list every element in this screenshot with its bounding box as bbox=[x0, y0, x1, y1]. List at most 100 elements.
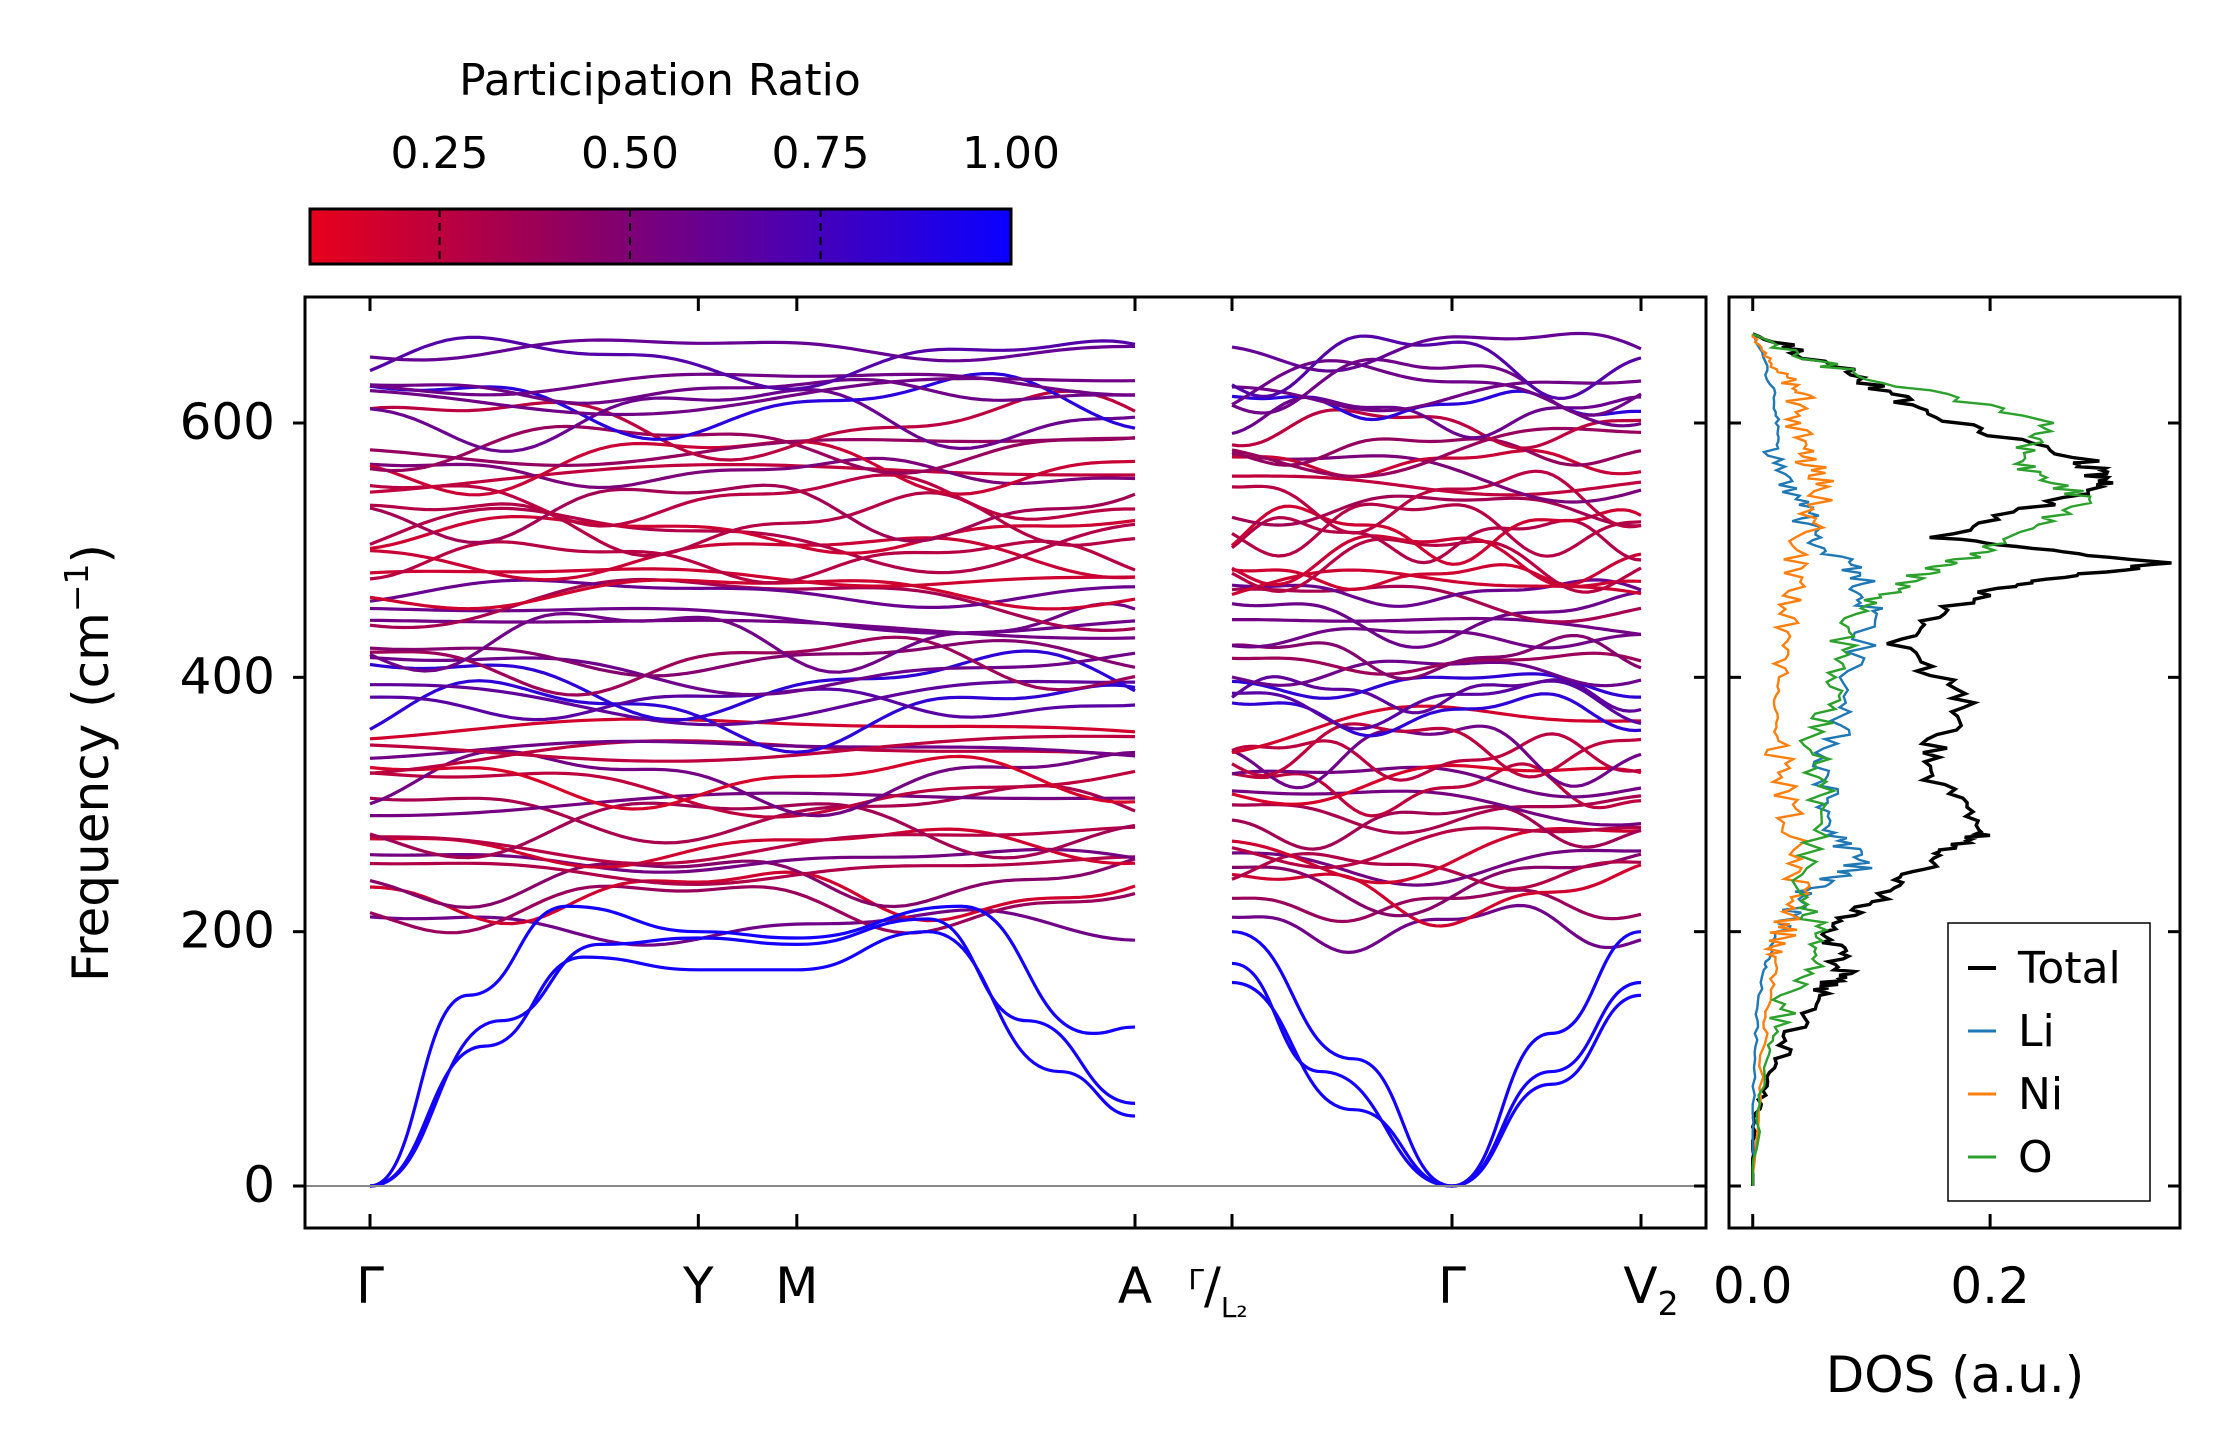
optical-band bbox=[1231, 408, 1642, 450]
y-tick-label: 0 bbox=[243, 1156, 275, 1214]
optical-band bbox=[369, 335, 1136, 391]
optical-band bbox=[369, 514, 1136, 555]
legend-label-ni: Ni bbox=[2018, 1069, 2063, 1120]
optical-band bbox=[369, 536, 1136, 582]
acoustic-branch bbox=[369, 930, 1136, 1188]
dos-x-label: DOS (a.u.) bbox=[1826, 1346, 2085, 1404]
optical-band bbox=[1231, 789, 1642, 827]
colorbar-tick-label: 0.50 bbox=[581, 128, 679, 179]
optical-band bbox=[1231, 863, 1642, 928]
optical-band bbox=[369, 649, 1136, 722]
optical-band bbox=[1231, 437, 1642, 467]
optical-band bbox=[1231, 426, 1642, 479]
optical-band bbox=[369, 372, 1135, 397]
optical-band bbox=[1231, 651, 1642, 676]
optical-band bbox=[369, 338, 1136, 363]
optical-band bbox=[1232, 888, 1642, 924]
optical-band bbox=[369, 739, 1136, 760]
optical-band bbox=[1231, 722, 1642, 779]
optical-band bbox=[1231, 357, 1642, 417]
colorbar-ticks: 0.25 0.50 0.75 1.00 bbox=[391, 128, 1060, 264]
optical-band bbox=[1231, 494, 1642, 528]
y-axis-label-sup: −1 bbox=[57, 563, 96, 612]
optical-band bbox=[1231, 331, 1642, 373]
acoustic-branch bbox=[369, 917, 1136, 1188]
optical-band bbox=[1231, 334, 1642, 401]
optical-band bbox=[369, 908, 1136, 947]
optical-band bbox=[369, 855, 1136, 887]
optical-band bbox=[1231, 851, 1642, 891]
kpoint-label-post: L₂ bbox=[1221, 1291, 1248, 1324]
kpoint-label-main: / bbox=[1204, 1257, 1221, 1315]
dos-panel: 0.0 0.2 DOS (a.u.) Total Li Ni O bbox=[1713, 295, 2182, 1404]
optical-band bbox=[370, 791, 1136, 818]
optical-band bbox=[369, 506, 1136, 575]
optical-band bbox=[1231, 903, 1642, 955]
optical-band bbox=[369, 567, 1136, 588]
kpoint-label-sub: 2 bbox=[1658, 1284, 1679, 1323]
optical-band bbox=[369, 539, 1136, 585]
y-axis-ticks: 0 200 400 600 bbox=[180, 393, 1706, 1214]
optical-band bbox=[370, 635, 1136, 697]
y-tick-label: 200 bbox=[180, 902, 275, 960]
acoustic-branch bbox=[1231, 930, 1642, 1188]
optical-band bbox=[369, 483, 1136, 545]
colorbar-tick-label: 0.25 bbox=[391, 128, 489, 179]
optical-band bbox=[369, 857, 1136, 910]
y-axis-label-main: Frequency (cm bbox=[62, 612, 120, 982]
kpoint-label-pre: Γ bbox=[1188, 1263, 1204, 1296]
kpoint-label: Γ/L₂ bbox=[1188, 1257, 1247, 1324]
optical-band bbox=[369, 371, 1136, 441]
kpoint-label: M bbox=[775, 1257, 818, 1315]
colorbar-title: Participation Ratio bbox=[459, 55, 861, 106]
optical-band bbox=[1231, 534, 1642, 588]
optical-band bbox=[370, 679, 1136, 727]
dos-series-total bbox=[1750, 332, 2172, 1186]
optical-band bbox=[1231, 827, 1642, 885]
kpoint-label: Γ bbox=[1438, 1257, 1466, 1315]
optical-band bbox=[369, 491, 1136, 558]
optical-band bbox=[1231, 590, 1642, 649]
optical-band bbox=[1231, 794, 1642, 835]
legend-label-o: O bbox=[2018, 1132, 2053, 1183]
dos-x-tick-label: 0.2 bbox=[1950, 1257, 2030, 1315]
colorbar-bar bbox=[308, 207, 1013, 266]
optical-band bbox=[369, 754, 1136, 811]
optical-band bbox=[369, 424, 1136, 475]
kpoint-label: V2 bbox=[1623, 1257, 1678, 1323]
dos-series-ni bbox=[1751, 334, 1834, 1186]
optical-band bbox=[1231, 453, 1642, 504]
y-axis-label-end: ) bbox=[62, 544, 120, 564]
dos-series bbox=[1750, 332, 2172, 1187]
optical-band bbox=[1231, 584, 1642, 624]
dos-series-o bbox=[1751, 332, 2093, 1186]
optical-band bbox=[1232, 474, 1642, 497]
optical-band bbox=[369, 618, 1136, 640]
optical-band bbox=[369, 436, 1135, 468]
optical-band bbox=[369, 884, 1136, 935]
optical-band bbox=[1232, 852, 1642, 918]
optical-band bbox=[369, 827, 1136, 869]
acoustic-branch bbox=[369, 904, 1136, 1188]
optical-band bbox=[370, 825, 1136, 866]
legend-label-total: Total bbox=[2017, 943, 2121, 994]
dos-axis-ticks: 0.0 0.2 bbox=[1713, 297, 2180, 1315]
optical-band bbox=[1231, 679, 1642, 731]
optical-band bbox=[369, 847, 1136, 874]
optical-band bbox=[369, 801, 1136, 860]
main-frame bbox=[303, 295, 1708, 1230]
optical-band bbox=[1230, 504, 1642, 566]
optical-band bbox=[1231, 724, 1642, 790]
optical-band bbox=[1232, 616, 1642, 636]
dos-series-li bbox=[1751, 333, 1884, 1187]
kpoint-label: Γ bbox=[356, 1257, 384, 1315]
optical-band bbox=[369, 463, 1135, 494]
optical-band bbox=[369, 679, 1136, 754]
optical-band bbox=[1231, 825, 1642, 870]
optical-band bbox=[369, 769, 1136, 819]
acoustic-branch bbox=[1231, 930, 1642, 1188]
dos-x-tick-label: 0.0 bbox=[1713, 1257, 1793, 1315]
optical-band bbox=[1231, 692, 1642, 738]
colorbar-tick-label: 1.00 bbox=[962, 128, 1060, 179]
